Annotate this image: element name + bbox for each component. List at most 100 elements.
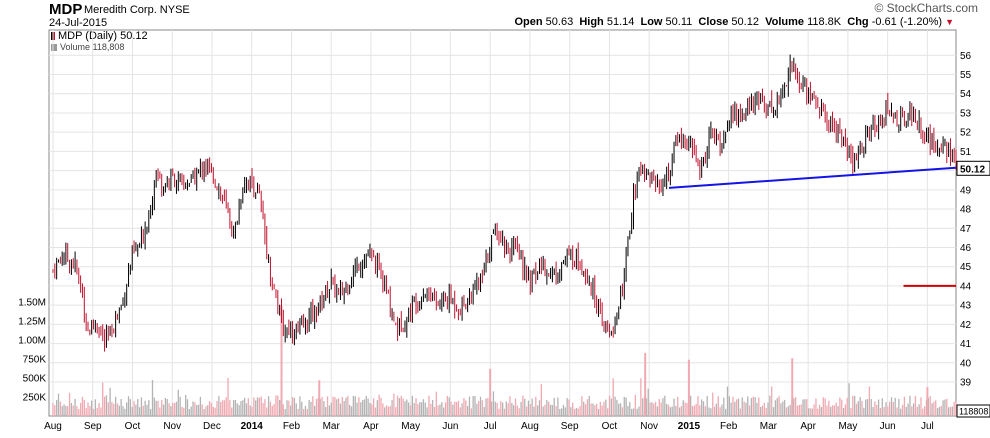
volume-bar bbox=[726, 386, 729, 416]
volume-bar bbox=[850, 407, 852, 416]
volume-bar bbox=[553, 397, 555, 416]
volume-bar bbox=[450, 401, 452, 416]
volume-bar bbox=[371, 404, 373, 416]
volume-bar bbox=[736, 399, 738, 416]
volume-bar bbox=[706, 396, 708, 416]
volume-bar bbox=[737, 398, 740, 416]
volume-bar bbox=[170, 406, 172, 416]
time-tick-label: Aug bbox=[521, 421, 539, 432]
time-tick-label: Jun bbox=[880, 421, 896, 432]
volume-bar bbox=[638, 406, 640, 416]
volume-bar bbox=[339, 403, 342, 416]
volume-bar bbox=[91, 400, 93, 416]
volume-bar bbox=[627, 405, 629, 416]
volume-bar bbox=[192, 401, 194, 416]
volume-bar bbox=[743, 401, 745, 416]
volume-bar bbox=[780, 403, 782, 416]
volume-bar bbox=[680, 406, 683, 416]
time-tick-label: Nov bbox=[163, 421, 181, 432]
volume-bar bbox=[175, 401, 178, 416]
close-value: 50.12 bbox=[731, 16, 759, 28]
volume-bar bbox=[255, 400, 257, 416]
volume-bar bbox=[872, 406, 874, 416]
volume-bar bbox=[446, 396, 449, 416]
volume-bar bbox=[363, 399, 366, 416]
volume-bar bbox=[433, 406, 436, 416]
volume-bar bbox=[177, 389, 179, 416]
volume-bar bbox=[730, 402, 732, 416]
volume-bar bbox=[778, 396, 780, 416]
price-tick-label: 44 bbox=[960, 281, 972, 292]
volume-bar bbox=[695, 403, 697, 416]
volume-bar bbox=[549, 404, 552, 416]
volume-bar bbox=[815, 398, 817, 416]
volume-bar bbox=[286, 400, 288, 416]
volume-bar bbox=[337, 398, 340, 416]
volume-bar bbox=[818, 404, 821, 416]
volume-bar bbox=[754, 397, 756, 416]
volume-bar bbox=[590, 403, 592, 416]
high-value: 51.14 bbox=[606, 16, 635, 28]
volume-bar bbox=[702, 401, 705, 416]
volume-bar bbox=[909, 395, 911, 416]
volume-bar bbox=[247, 398, 249, 416]
volume-bar bbox=[542, 406, 544, 416]
volume-bar bbox=[291, 397, 294, 416]
volume-bar bbox=[500, 401, 502, 416]
volume-bar bbox=[439, 404, 441, 416]
volume-bar bbox=[795, 397, 797, 416]
volume-bar bbox=[349, 404, 351, 416]
low-value: 50.11 bbox=[665, 16, 693, 28]
volume-bar bbox=[220, 401, 222, 416]
volume-bar bbox=[535, 396, 537, 416]
time-tick-label: Feb bbox=[720, 421, 738, 432]
volume-bar bbox=[704, 406, 707, 416]
volume-bar bbox=[137, 398, 139, 416]
company-name: Meredith Corp. NYSE bbox=[84, 4, 190, 16]
price-tick-label: 55 bbox=[960, 70, 972, 81]
volume-bar bbox=[221, 400, 224, 416]
volume-bar bbox=[179, 396, 181, 416]
time-tick-label: 2015 bbox=[678, 421, 701, 432]
volume-bar bbox=[570, 407, 572, 416]
volume-bar bbox=[636, 408, 638, 416]
volume-spike bbox=[489, 368, 492, 416]
volume-bar bbox=[372, 398, 375, 416]
volume-bar bbox=[586, 399, 589, 416]
volume-bar bbox=[310, 401, 312, 416]
volume-bar bbox=[889, 401, 891, 416]
volume-bar bbox=[649, 402, 651, 416]
volume-bar bbox=[520, 401, 522, 416]
volume-bar bbox=[629, 402, 631, 416]
price-tick-label: 54 bbox=[960, 89, 972, 100]
volume-bar bbox=[479, 396, 482, 416]
volume-bar bbox=[367, 398, 369, 416]
volume-bar bbox=[767, 402, 769, 416]
volume-bar bbox=[389, 406, 391, 416]
volume-bar bbox=[356, 402, 358, 416]
volume-bar bbox=[892, 402, 894, 416]
volume-bar bbox=[855, 403, 858, 416]
volume-bar bbox=[621, 407, 624, 416]
volume-bar bbox=[485, 398, 487, 416]
volume-bar bbox=[360, 402, 362, 416]
volume-bar bbox=[509, 396, 511, 416]
volume-bar bbox=[848, 383, 850, 416]
volume-bar bbox=[883, 406, 885, 416]
volume-bar bbox=[514, 398, 517, 416]
volume-bar bbox=[881, 398, 883, 416]
volume-bar bbox=[610, 398, 613, 416]
volume-bar bbox=[912, 403, 915, 416]
volume-bar bbox=[197, 404, 200, 416]
volume-bar bbox=[616, 399, 618, 416]
volume-bar bbox=[65, 405, 67, 416]
volume-bar bbox=[822, 397, 824, 416]
volume-bar bbox=[140, 397, 143, 416]
volume-bar bbox=[288, 400, 290, 416]
volume-bar bbox=[234, 400, 237, 416]
volume-bar bbox=[487, 397, 489, 416]
volume-bar bbox=[741, 397, 743, 416]
volume-bar bbox=[555, 405, 557, 416]
volume-bar bbox=[865, 399, 867, 416]
volume-bar bbox=[172, 402, 174, 416]
